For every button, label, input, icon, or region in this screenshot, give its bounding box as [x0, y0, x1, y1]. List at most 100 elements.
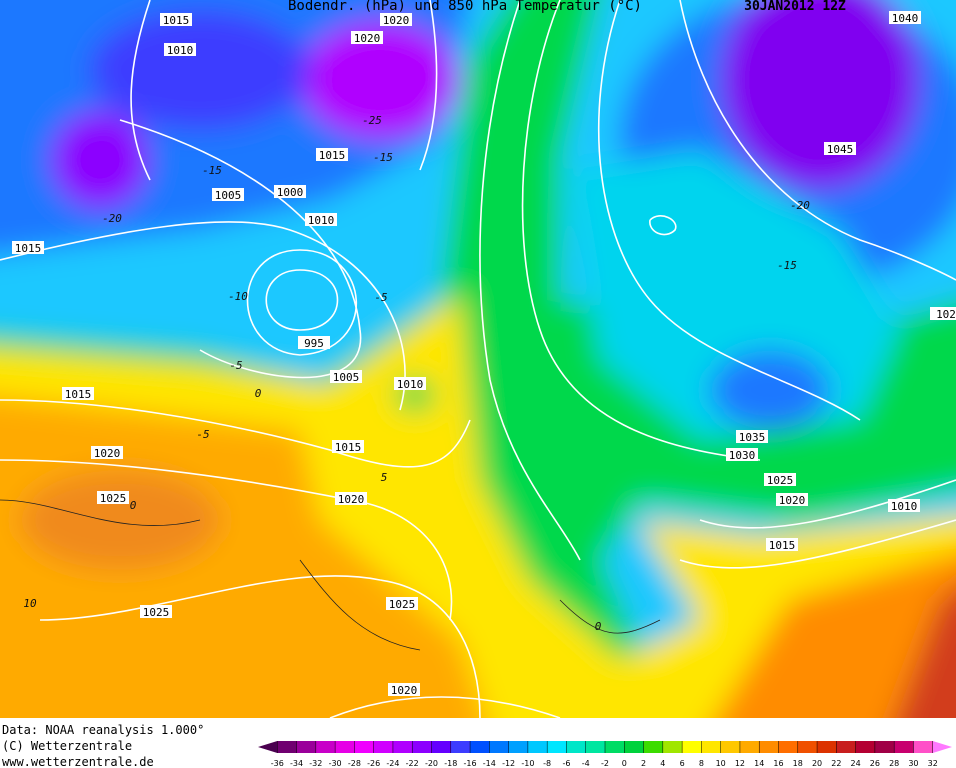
temperature-label: -15 — [373, 151, 393, 164]
isobar-label: 1015 — [769, 539, 796, 552]
isobar-label-box — [930, 307, 956, 320]
isobar-label-box — [212, 188, 244, 201]
isobar-label-box — [351, 31, 383, 44]
temperature-label: -10 — [228, 290, 248, 303]
isobars — [0, 0, 956, 718]
isobar-label-box — [824, 142, 856, 155]
legend-swatch — [566, 741, 587, 753]
legend-tick-label: 22 — [831, 759, 841, 768]
legend-swatch — [624, 741, 645, 753]
isobar-line — [699, 479, 956, 529]
shading-area — [0, 295, 956, 718]
isobar-label-box — [388, 683, 420, 696]
shading-area — [710, 350, 830, 430]
legend-tick-label: -16 — [464, 759, 477, 768]
legend-swatch — [296, 741, 317, 753]
isobar-line — [246, 249, 358, 356]
legend-tick-label: 28 — [889, 759, 899, 768]
isobar-label-box — [330, 370, 362, 383]
temperature-label: 0 — [130, 499, 137, 512]
legend-tick-label: 16 — [773, 759, 783, 768]
legend-swatch — [739, 741, 760, 753]
temperature-label: -20 — [102, 212, 122, 225]
isobar-label-box — [736, 430, 768, 443]
temperature-label: 5 — [381, 471, 388, 484]
isobar-line — [597, 0, 861, 421]
legend-swatch — [662, 741, 683, 753]
isobar-label: 1015 — [163, 14, 190, 27]
legend-swatch — [759, 741, 779, 753]
temperature-label: -5 — [229, 359, 242, 372]
isobar-line — [0, 459, 453, 621]
legend-tick-label: 24 — [851, 759, 861, 768]
shading-area — [300, 20, 460, 140]
legend-swatch — [527, 741, 548, 753]
isobar-label: 1015 — [335, 441, 362, 454]
isotherm-line — [559, 599, 661, 634]
legend-tick-label: 14 — [754, 759, 764, 768]
legend-swatch — [335, 741, 355, 753]
shading-area — [20, 470, 220, 570]
legend-swatch — [450, 741, 471, 753]
isobar-label: 1005 — [333, 371, 360, 384]
legend-tick-label: 20 — [812, 759, 822, 768]
isobar-line — [329, 696, 561, 718]
legend-swatch — [855, 741, 876, 753]
legend-tick-label: 2 — [641, 759, 646, 768]
isobar-label-box — [62, 387, 94, 400]
legend-tick-label: -12 — [502, 759, 515, 768]
isobar-label-box — [12, 241, 44, 254]
legend-swatch — [874, 741, 895, 753]
isobar-label-box — [380, 13, 412, 26]
isobar-label: 1020 — [94, 447, 121, 460]
isobar-label-box — [91, 446, 123, 459]
legend-swatch — [605, 741, 625, 753]
legend-tick-label: -30 — [329, 759, 342, 768]
legend-swatch — [643, 741, 664, 753]
legend-tick-label: -32 — [309, 759, 322, 768]
isobar-line — [419, 0, 438, 171]
legend-swatch — [778, 741, 799, 753]
legend-swatch — [489, 741, 510, 753]
legend-swatch — [315, 741, 336, 753]
legend-tick-label: -2 — [601, 759, 609, 768]
map-date: 30JAN2012 12Z — [744, 0, 846, 14]
isobar-label: 1015 — [15, 242, 42, 255]
isobar-label: 1010 — [308, 214, 335, 227]
isotherm-line — [0, 499, 201, 526]
isobar-label: 1020 — [383, 14, 410, 27]
isobar-label-box — [274, 185, 306, 198]
isobar-label: 1020 — [391, 684, 418, 697]
isobar-line — [679, 0, 956, 281]
isobar-label-box — [335, 492, 367, 505]
legend-swatch — [470, 741, 490, 753]
isobar-label: 1025 — [389, 598, 416, 611]
legend-tick-label: 30 — [908, 759, 918, 768]
legend-tick-label: -34 — [290, 759, 303, 768]
temperature-label: -20 — [790, 199, 810, 212]
isobar-line — [130, 0, 151, 181]
legend-swatch — [913, 741, 934, 753]
isotherm-line — [299, 559, 421, 651]
isobar-label-box — [726, 448, 758, 461]
legend-swatch — [836, 741, 857, 753]
legend-tick-label: 10 — [716, 759, 726, 768]
isobar-label: 1045 — [827, 143, 854, 156]
temperature-label: -25 — [362, 114, 382, 127]
color-legend: -36 -34 -32 -30 -28 -26 -24 -22 -20 -18 -16 -14 -12-… — [258, 741, 952, 768]
legend-tick-label: -36 — [271, 759, 284, 768]
shading-area — [720, 0, 920, 190]
isobar-label-box — [298, 336, 330, 349]
isobar-line — [119, 119, 362, 379]
isobar-label: 1015 — [319, 149, 346, 162]
shading-area — [716, 552, 956, 718]
legend-swatch — [373, 741, 394, 753]
isobar-label-box — [386, 597, 418, 610]
legend-swatch — [277, 741, 298, 753]
isobar-label: 1030 — [729, 449, 756, 462]
isobar-label-box — [766, 538, 798, 551]
